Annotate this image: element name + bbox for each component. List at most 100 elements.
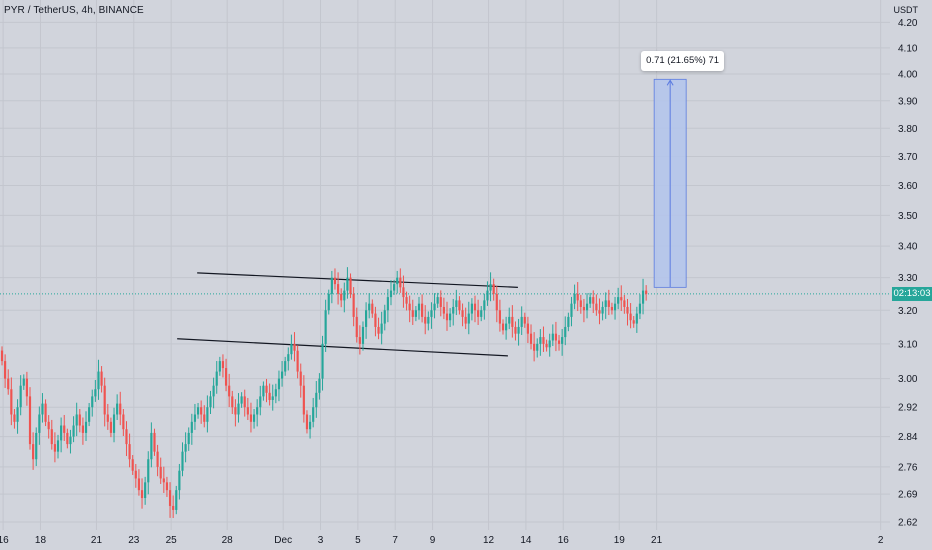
- candle-body: [206, 407, 209, 422]
- candle-body: [28, 396, 32, 445]
- candle-body: [629, 313, 632, 321]
- candle-body: [19, 385, 22, 408]
- candle-body: [620, 297, 623, 301]
- candle-body: [81, 425, 84, 433]
- candle-body: [336, 284, 340, 294]
- candle-body: [405, 297, 408, 304]
- candle-body: [439, 297, 442, 307]
- candle-body: [131, 459, 134, 471]
- candle-body: [355, 316, 358, 338]
- candle-body: [209, 396, 212, 408]
- candle-body: [178, 470, 181, 491]
- candle-body: [421, 303, 424, 317]
- candle-body: [358, 337, 361, 344]
- candle-body: [380, 323, 383, 334]
- candle-body: [196, 407, 200, 415]
- price-tick-label: 3.00: [898, 374, 918, 385]
- symbol-title: PYR / TetherUS, 4h, BINANCE: [4, 5, 144, 16]
- candle-body: [396, 277, 399, 285]
- candle-body: [645, 290, 648, 294]
- candle-body: [567, 316, 570, 327]
- candle-body: [287, 354, 290, 362]
- candle-body: [551, 333, 554, 341]
- candle-body: [200, 407, 203, 415]
- price-tick-label: 4.00: [898, 70, 918, 81]
- price-ticks: 4.20 4.10 4.00 3.90 3.80 3.70 3.60 3.50 3.40 3.30…: [898, 18, 918, 529]
- candle-body: [617, 297, 620, 304]
- candle-body: [346, 277, 349, 291]
- candle-body: [557, 340, 561, 344]
- candle-body: [47, 421, 50, 430]
- time-tick-label: 16: [0, 535, 9, 546]
- candle-body: [452, 306, 455, 314]
- candle-body: [492, 284, 495, 294]
- candle-body: [442, 306, 445, 314]
- trend-line-lower: [177, 338, 508, 357]
- candle-body: [467, 313, 470, 324]
- price-tick-label: 3.40: [898, 242, 918, 253]
- measure-label[interactable]: 0.71 (21.65%) 71: [641, 51, 725, 72]
- candle-body: [529, 333, 533, 344]
- candle-body: [44, 403, 47, 422]
- candle-body: [536, 343, 539, 351]
- time-axis[interactable]: [0, 530, 890, 550]
- price-tick-label: 3.20: [898, 306, 918, 317]
- candle-body: [274, 389, 277, 397]
- candle-body: [256, 407, 259, 415]
- price-axis[interactable]: [890, 0, 932, 550]
- candle-body: [461, 310, 464, 317]
- candle-body: [573, 293, 576, 304]
- price-tick-label: 2.69: [898, 490, 918, 501]
- price-tick-label: 4.20: [898, 18, 918, 29]
- price-tick-label: 3.80: [898, 124, 918, 135]
- candle-body: [408, 303, 411, 311]
- price-tick-label: 3.70: [898, 152, 918, 163]
- candle-body: [84, 421, 88, 433]
- candle-body: [293, 343, 296, 351]
- candle-body: [284, 361, 287, 372]
- time-tick-label: 5: [355, 535, 361, 546]
- candle-body: [168, 490, 172, 506]
- candle-body: [150, 432, 153, 460]
- candle-body: [318, 378, 321, 393]
- candle-body: [638, 303, 642, 314]
- candle-body: [595, 303, 598, 311]
- candle-body: [7, 378, 10, 390]
- price-tick-label: 3.60: [898, 181, 918, 192]
- candle-body: [533, 343, 536, 351]
- time-tick-label: 16: [558, 535, 570, 546]
- candle-body: [203, 414, 206, 422]
- candle-body: [140, 490, 144, 499]
- trend-line-upper: [197, 272, 518, 288]
- price-tick-label: 4.10: [898, 43, 918, 54]
- candle-body: [539, 337, 542, 344]
- candle-body: [75, 414, 78, 426]
- candle-body: [501, 323, 505, 331]
- candle-body: [165, 482, 169, 491]
- time-tick-label: 21: [91, 535, 103, 546]
- candle-body: [103, 385, 106, 415]
- candle-body: [505, 323, 508, 331]
- candle-body: [579, 300, 582, 307]
- time-tick-label: 28: [222, 535, 234, 546]
- candle-body: [66, 432, 69, 445]
- candle-body: [60, 425, 63, 441]
- candle-body: [231, 396, 234, 408]
- candle-body: [296, 350, 299, 372]
- candle-body: [585, 303, 589, 311]
- candle-body: [607, 300, 610, 307]
- candle-body: [445, 313, 449, 321]
- candle-body: [91, 396, 94, 408]
- candle-body: [193, 414, 197, 422]
- candle-body: [240, 396, 243, 404]
- plot-area[interactable]: [0, 0, 890, 530]
- candle-body: [377, 326, 380, 334]
- candle-body: [626, 306, 629, 314]
- candle-body: [517, 326, 520, 334]
- candle-body: [340, 293, 343, 301]
- candle-body: [302, 385, 305, 415]
- time-tick-label: 25: [166, 535, 178, 546]
- candle-body: [601, 306, 604, 314]
